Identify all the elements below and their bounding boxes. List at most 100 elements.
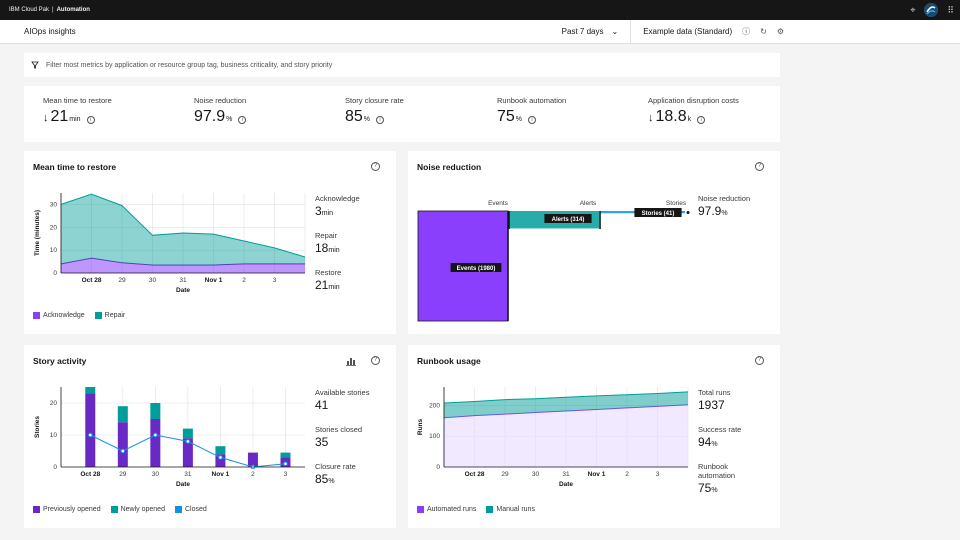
chevron-down-icon: ⌄ [611,27,619,36]
mttr-stat-repair: Repair 18min [315,231,340,255]
info-icon[interactable]: i [697,116,706,124]
stat-label: Repair [315,231,338,240]
bar-chart-toggle-icon[interactable] [346,356,356,366]
stat-unit: % [711,441,718,448]
story-activity-card: Story activity ? 0 10 20 Oct 28 29 30 31 Nov 1 2… [24,345,396,528]
stat-label: Noise reduction [698,194,751,203]
legend-swatch [417,506,424,513]
help-icon[interactable]: ? [371,162,380,171]
info-icon[interactable]: i [86,116,95,124]
bar-newly-opened [150,403,161,419]
legend-swatch [486,506,494,513]
x-axis-title: Date [559,481,573,488]
x-tick-label: 2 [625,471,629,478]
x-tick-label: 29 [119,471,127,478]
noise-stat: Noise reduction 97.9% [698,194,750,218]
kpi-value: 85 [345,108,363,125]
info-icon[interactable]: i [238,116,247,124]
stat-unit: min [328,284,340,291]
legend-swatch [33,506,40,513]
stat-unit: min [321,210,333,217]
runbook-chart: 0 100 200 Oct 28 29 30 31 Nov 1 2 3 Date Runs [417,387,689,488]
bar-previously-opened [215,454,226,467]
x-tick-label: Oct 28 [465,471,485,478]
time-range-value: Past 7 days [561,27,604,36]
y-axis-title: Stories [34,416,41,438]
x-tick-label: 30 [532,471,540,478]
bar-previously-opened [150,419,161,467]
kpi-value: 21 [50,108,69,125]
dataset-value: Example data (Standard) [643,27,733,36]
x-tick-label: 30 [149,277,157,284]
kpi-unit: % [363,116,371,123]
help-icon[interactable]: ? [755,356,764,365]
time-range-dropdown[interactable]: Past 7 days ⌄ [550,20,632,43]
y-tick-label: 0 [436,464,440,471]
metrics-filter-bar[interactable]: Filter most metrics by application or re… [24,53,780,77]
point-closed [153,432,158,438]
info-icon[interactable]: ⓘ [742,27,751,36]
info-icon[interactable]: i [376,116,385,124]
legend-label: Previously opened [43,506,101,513]
stat-value: 35 [315,435,329,449]
noise-card: Noise reduction ? Events Alerts Stories Eve… [408,151,780,334]
point-closed [120,448,126,454]
runbook-legend: Automated runs Manual runs [417,506,535,513]
refresh-icon[interactable]: ↻ [760,27,767,36]
info-icon[interactable]: i [528,116,537,124]
app-switcher-icon[interactable]: ⠿ [947,4,954,15]
stat-value: 94 [698,435,712,449]
legend-item-manual-runs[interactable]: Manual runs [486,506,535,513]
help-icon[interactable]: ? [371,356,380,365]
story-stat-closed: Stories closed 35 [315,425,362,449]
point-closed [283,461,288,467]
top-nav-bar: IBM Cloud Pak | Automation ⌖ ⠿ [0,0,960,20]
dataset-selector[interactable]: Example data (Standard) ⓘ ↻ ⚙ [631,26,784,37]
legend-item-closed[interactable]: Closed [174,506,207,513]
x-tick-label: Oct 28 [82,277,102,284]
x-tick-label: Nov 1 [212,471,230,478]
mttr-stat-restore: Restore 21min [315,268,341,292]
legend-item-automated-runs[interactable]: Automated runs [417,506,476,513]
stat-unit: % [711,487,718,494]
product-separator: | [52,7,54,13]
stat-value: 85 [315,472,329,486]
x-tick-label: Nov 1 [588,471,606,478]
user-avatar[interactable] [924,3,939,17]
stat-unit: min [328,247,340,254]
kpi-label: Story closure rate [345,96,404,105]
column-header: Alerts [580,200,597,207]
mttr-legend: Acknowledge Repair [33,312,125,319]
area-series-manual-runs [444,391,688,418]
page-title: AIOps insights [24,27,76,36]
data-label: Alerts (314) [552,217,585,223]
noise-chart: Events Alerts Stories Events (1980) Alerts (… [417,200,690,322]
stat-value: 18 [315,241,329,255]
runbook-stat-total-runs: Total runs 1937 [698,388,731,412]
settings-gear-icon[interactable]: ⚙ [776,27,784,36]
x-tick-label: 29 [501,471,509,478]
kpi-application-disruption-costs: Application disruption costs ↓ 18.8 k i [648,96,739,126]
data-label-bg [544,214,592,223]
kpi-value: 75 [497,108,515,125]
help-icon[interactable]: ? [755,162,764,171]
pin-icon[interactable]: ⌖ [910,4,916,15]
x-tick-label: Nov 1 [205,277,223,284]
bar-previously-opened [182,438,193,467]
legend-item-newly-opened[interactable]: Newly opened [110,506,165,513]
bar-newly-opened [182,428,193,439]
runbook-usage-card: Runbook usage ? 0 100 200 Oct 28 29 30 31 Nov 1… [408,345,780,528]
stat-label: Closure rate [315,462,356,471]
legend-item-previously-opened[interactable]: Previously opened [33,506,101,513]
legend-item-repair[interactable]: Repair [94,312,125,319]
mttr-card: Mean time to restore ? 0 10 20 30 Oct 28 29 30… [24,151,396,334]
column-header: Events [488,200,509,207]
bar-previously-opened [117,422,128,467]
kpi-unit: % [226,116,233,123]
legend-swatch [33,312,40,319]
point-closed [87,432,93,438]
product-name[interactable]: IBM Cloud Pak | Automation [0,7,90,13]
legend-item-acknowledge[interactable]: Acknowledge [33,312,85,319]
stat-value: 41 [315,398,329,412]
story-stat-closure-rate: Closure rate 85% [315,462,356,486]
